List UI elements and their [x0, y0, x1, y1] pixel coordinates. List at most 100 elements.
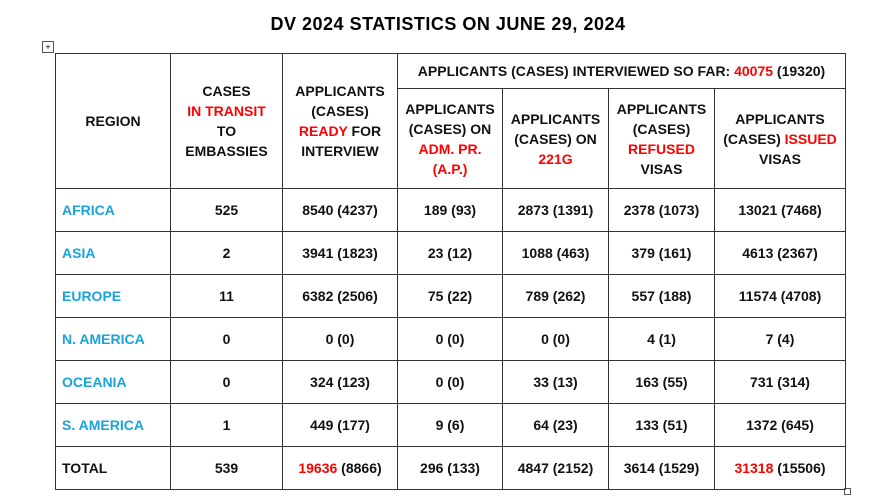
data-cell: 4 (1): [608, 317, 715, 361]
text-part: VISAS: [640, 160, 683, 177]
text-part: TO EMBASSIES: [185, 123, 268, 159]
data-cell: 19636 (8866): [282, 446, 398, 490]
text-part: 19636: [298, 460, 338, 476]
header-cell: APPLICANTS (CASES) ISSUED VISAS: [714, 88, 846, 189]
data-cell: 296 (133): [397, 446, 503, 490]
title: DV 2024 STATISTICS ON JUNE 29, 2024: [270, 14, 626, 34]
resize-handle[interactable]: [844, 488, 851, 495]
cell-text: 163 (55): [635, 374, 688, 390]
region-name: S. AMERICA: [62, 417, 144, 433]
text-part: READY: [298, 123, 348, 139]
region-name: AFRICA: [62, 202, 115, 218]
cell-text: 1088 (463): [521, 245, 590, 261]
region-cell: TOTAL: [55, 446, 171, 490]
data-cell: 11574 (4708): [714, 274, 846, 318]
data-cell: 64 (23): [502, 403, 609, 447]
stats-table: REGION CASES IN TRANSIT TO EMBASSIES APPLICA…: [55, 53, 846, 490]
region-name: ASIA: [62, 245, 96, 261]
data-cell: 9 (6): [397, 403, 503, 447]
header-row: REGION CASES IN TRANSIT TO EMBASSIES APPLICA…: [55, 53, 846, 189]
cell-text: 75 (22): [427, 288, 473, 304]
header-cell: CASES IN TRANSIT TO EMBASSIES: [170, 53, 283, 189]
data-cell: 7 (4): [714, 317, 846, 361]
data-row: AFRICA 525 8540 (4237) 189 (93) 2873 (1391) 2…: [55, 188, 846, 232]
data-cell: 31318 (15506): [714, 446, 846, 490]
region-cell: EUROPE: [55, 274, 171, 318]
data-cell: 2: [170, 231, 283, 275]
cell-text: 0: [222, 374, 231, 390]
header-cell: APPLICANTS (CASES) INTERVIEWED SO FAR: 4…: [397, 53, 846, 89]
data-cell: 4847 (2152): [502, 446, 609, 490]
cell-text: 8540 (4237): [302, 202, 378, 218]
data-cell: 6382 (2506): [282, 274, 398, 318]
header-cell: APPLICANTS (CASES) ON 221G: [502, 88, 609, 189]
cell-text: 9 (6): [435, 417, 465, 433]
text-part: IN TRANSIT: [187, 103, 266, 119]
text-part: REFUSED: [628, 140, 695, 157]
data-cell: 0 (0): [397, 317, 503, 361]
data-row: N. AMERICA 0 0 (0) 0 (0) 0 (0) 4 (1) 7 (4): [55, 317, 846, 361]
data-cell: 4613 (2367): [714, 231, 846, 275]
region-name: EUROPE: [62, 288, 122, 304]
data-cell: 525: [170, 188, 283, 232]
header-cell: APPLICANTS (CASES) READY FOR INTERVIEW: [282, 53, 398, 189]
text-part: VISAS: [758, 150, 801, 167]
data-cell: 33 (13): [502, 360, 609, 404]
text-part: FOR INTERVIEW: [301, 123, 382, 159]
text-part: 221G: [538, 150, 573, 167]
data-cell: 1: [170, 403, 283, 447]
move-handle[interactable]: +: [42, 41, 54, 53]
cell-text: 2: [222, 245, 231, 261]
text-part: APPLICANTS (CASES) ON: [405, 100, 495, 137]
text-part: APPLICANTS (CASES): [616, 100, 707, 137]
data-row: OCEANIA 0 324 (123) 0 (0) 33 (13) 163 (55) 731…: [55, 360, 846, 404]
cell-text: 3941 (1823): [302, 245, 378, 261]
header-cell: REGION: [55, 53, 171, 189]
data-cell: 557 (188): [608, 274, 715, 318]
cell-text: 0: [222, 331, 231, 347]
text-part: (8866): [337, 460, 382, 476]
data-cell: 163 (55): [608, 360, 715, 404]
cell-text: 731 (314): [750, 374, 810, 390]
region-cell: N. AMERICA: [55, 317, 171, 361]
data-cell: 0 (0): [502, 317, 609, 361]
region-name: TOTAL: [62, 460, 108, 476]
cell-text: 539: [214, 460, 239, 476]
cell-text: 64 (23): [533, 417, 578, 433]
cell-text: 4613 (2367): [742, 245, 818, 261]
data-cell: 0: [170, 360, 283, 404]
data-cell: 133 (51): [608, 403, 715, 447]
cell-text: 525: [214, 202, 239, 218]
cell-text: 7 (4): [765, 331, 795, 347]
data-cell: 379 (161): [608, 231, 715, 275]
data-cell: 8540 (4237): [282, 188, 398, 232]
data-cell: 1088 (463): [502, 231, 609, 275]
data-cell: 13021 (7468): [714, 188, 846, 232]
cell-text: 2873 (1391): [517, 202, 594, 218]
data-cell: 75 (22): [397, 274, 503, 318]
text-part: ISSUED: [784, 130, 837, 147]
text-part: APPLICANTS (CASES) INTERVIEWED SO FAR:: [417, 63, 735, 79]
cell-text: 11: [219, 288, 234, 304]
cell-text: 4 (1): [647, 331, 676, 347]
header-row: APPLICANTS (CASES) ON ADM. PR. (A.P.) APP…: [56, 88, 846, 189]
cell-text: 11574 (4708): [738, 288, 822, 304]
cell-text: 1372 (645): [746, 417, 814, 433]
data-cell: 539: [170, 446, 283, 490]
cell-text: 13021 (7468): [738, 202, 822, 218]
cell-text: 133 (51): [635, 417, 688, 433]
cell-text: 557 (188): [631, 288, 692, 304]
cell-text: 0 (0): [541, 331, 570, 347]
text-part: REGION: [85, 113, 141, 129]
data-cell: 0 (0): [282, 317, 398, 361]
data-row: ASIA 2 3941 (1823) 23 (12) 1088 (463) 379 (16…: [55, 231, 846, 275]
data-cell: 189 (93): [397, 188, 503, 232]
cell-text: 0 (0): [325, 331, 355, 347]
text-part: (15506): [773, 460, 826, 476]
data-cell: 2378 (1073): [608, 188, 715, 232]
data-cell: 3941 (1823): [282, 231, 398, 275]
region-cell: AFRICA: [55, 188, 171, 232]
cell-text: 6382 (2506): [302, 288, 378, 304]
region-name: OCEANIA: [62, 374, 127, 390]
data-cell: 731 (314): [714, 360, 846, 404]
